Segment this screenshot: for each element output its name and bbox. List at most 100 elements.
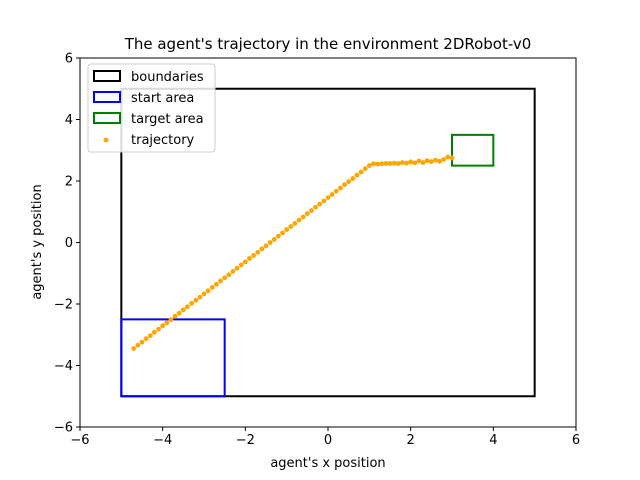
- trajectory-point: [218, 278, 223, 284]
- trajectory-point: [309, 208, 314, 213]
- x-axis-label: agent's x position: [270, 456, 385, 471]
- trajectory-point: [209, 284, 215, 290]
- trajectory-point: [259, 246, 265, 252]
- trajectory-point: [276, 233, 281, 239]
- trajectory-point: [288, 224, 294, 229]
- x-tick-label: −2: [236, 433, 255, 448]
- trajectory-point: [441, 157, 447, 162]
- trajectory-point: [147, 333, 153, 339]
- y-tick-label: 6: [65, 52, 73, 67]
- trajectory-point: [263, 243, 269, 249]
- legend-label-start-area: start area: [131, 91, 194, 106]
- trajectory-point: [238, 262, 244, 268]
- x-tick-label: −6: [70, 433, 89, 448]
- trajectory-point: [321, 198, 327, 204]
- trajectory-point: [139, 339, 145, 345]
- trajectory-point: [358, 169, 364, 175]
- trajectory-point: [284, 227, 290, 232]
- legend-label-boundaries: boundaries: [131, 70, 204, 85]
- trajectory-point: [346, 179, 352, 185]
- y-tick-label: 4: [65, 113, 73, 128]
- trajectory-point: [449, 155, 455, 161]
- legend-box: [87, 63, 216, 153]
- trajectory-point: [362, 166, 368, 172]
- trajectory-point: [168, 317, 174, 323]
- trajectory-point: [234, 265, 240, 271]
- trajectory-point: [247, 256, 252, 261]
- legend-swatch-trajectory: [103, 137, 109, 143]
- trajectory-point: [350, 176, 356, 181]
- trajectory-point: [387, 161, 393, 166]
- trajectory-point: [371, 161, 376, 167]
- legend-swatch-target-area: [93, 112, 121, 124]
- trajectory-point: [222, 275, 228, 281]
- trajectory-point: [189, 300, 195, 306]
- trajectory-point: [329, 192, 335, 197]
- trajectory-point: [201, 291, 207, 297]
- legend-swatch-start-area: [93, 91, 121, 103]
- trajectory-point: [292, 221, 298, 226]
- plot-area: [120, 87, 536, 398]
- y-tick-label: −2: [54, 298, 73, 313]
- legend-label-target-area: target area: [131, 112, 204, 127]
- trajectory-point: [400, 160, 405, 165]
- trajectory-point: [271, 237, 277, 242]
- trajectory-point: [391, 160, 397, 166]
- y-tick-label: 0: [65, 236, 73, 251]
- trajectory-point: [296, 217, 302, 223]
- trajectory-point: [445, 154, 451, 160]
- trajectory-point: [333, 188, 339, 194]
- trajectory-point: [205, 288, 211, 294]
- y-axis-label: agent's y position: [30, 184, 45, 299]
- trajectory-point: [424, 158, 430, 164]
- trajectory-point: [251, 253, 256, 258]
- trajectory-point: [164, 320, 170, 326]
- trajectory-point: [375, 161, 380, 167]
- legend-label-trajectory: trajectory: [131, 133, 195, 148]
- y-tick-label: −6: [54, 421, 73, 436]
- trajectory-point: [416, 158, 422, 164]
- trajectory-point: [379, 161, 385, 167]
- trajectory-point: [226, 272, 232, 278]
- trajectory-point: [193, 297, 199, 303]
- legend-swatch-boundaries: [93, 70, 121, 82]
- y-tick-label: −4: [54, 359, 73, 374]
- trajectory-point: [152, 329, 157, 335]
- trajectory-point: [300, 214, 306, 220]
- x-tick-label: 4: [489, 433, 497, 448]
- trajectory-point: [185, 304, 190, 310]
- trajectory-point: [214, 281, 219, 287]
- trajectory-point: [338, 185, 343, 191]
- trajectory-point: [197, 294, 203, 300]
- trajectory-point: [412, 160, 418, 166]
- x-axis: −6 −4 −2 0 2 4 6: [70, 427, 580, 448]
- trajectory-point: [143, 336, 149, 342]
- region-target-area: [451, 133, 495, 167]
- region-boundaries: [120, 87, 536, 398]
- y-tick-label: 2: [65, 175, 73, 190]
- trajectory-point: [156, 326, 161, 332]
- trajectory-point: [420, 160, 426, 165]
- trajectory-point: [317, 201, 323, 207]
- y-axis: −6 −4 −2 0 2 4 6: [54, 52, 80, 436]
- legend: boundaries start area target area trajector…: [87, 63, 216, 153]
- trajectory-point: [342, 182, 347, 188]
- trajectory-point: [404, 160, 409, 166]
- x-tick-label: 2: [407, 433, 415, 448]
- x-tick-label: 0: [324, 433, 332, 448]
- x-tick-label: 6: [572, 433, 580, 448]
- trajectory-point: [230, 269, 236, 274]
- chart-title: The agent's trajectory in the environmen…: [124, 35, 532, 53]
- trajectory-point: [383, 161, 389, 166]
- trajectory-point: [325, 195, 331, 201]
- trajectory-point: [135, 342, 141, 348]
- trajectory-point: [255, 249, 261, 255]
- trajectory-point: [433, 157, 438, 163]
- trajectory-point: [131, 346, 137, 351]
- trajectory-point: [304, 211, 310, 216]
- trajectory-point: [366, 163, 372, 169]
- trajectory-point: [437, 158, 442, 164]
- trajectory-point: [172, 313, 178, 319]
- trajectory-point: [428, 159, 434, 165]
- trajectory-point: [267, 240, 273, 245]
